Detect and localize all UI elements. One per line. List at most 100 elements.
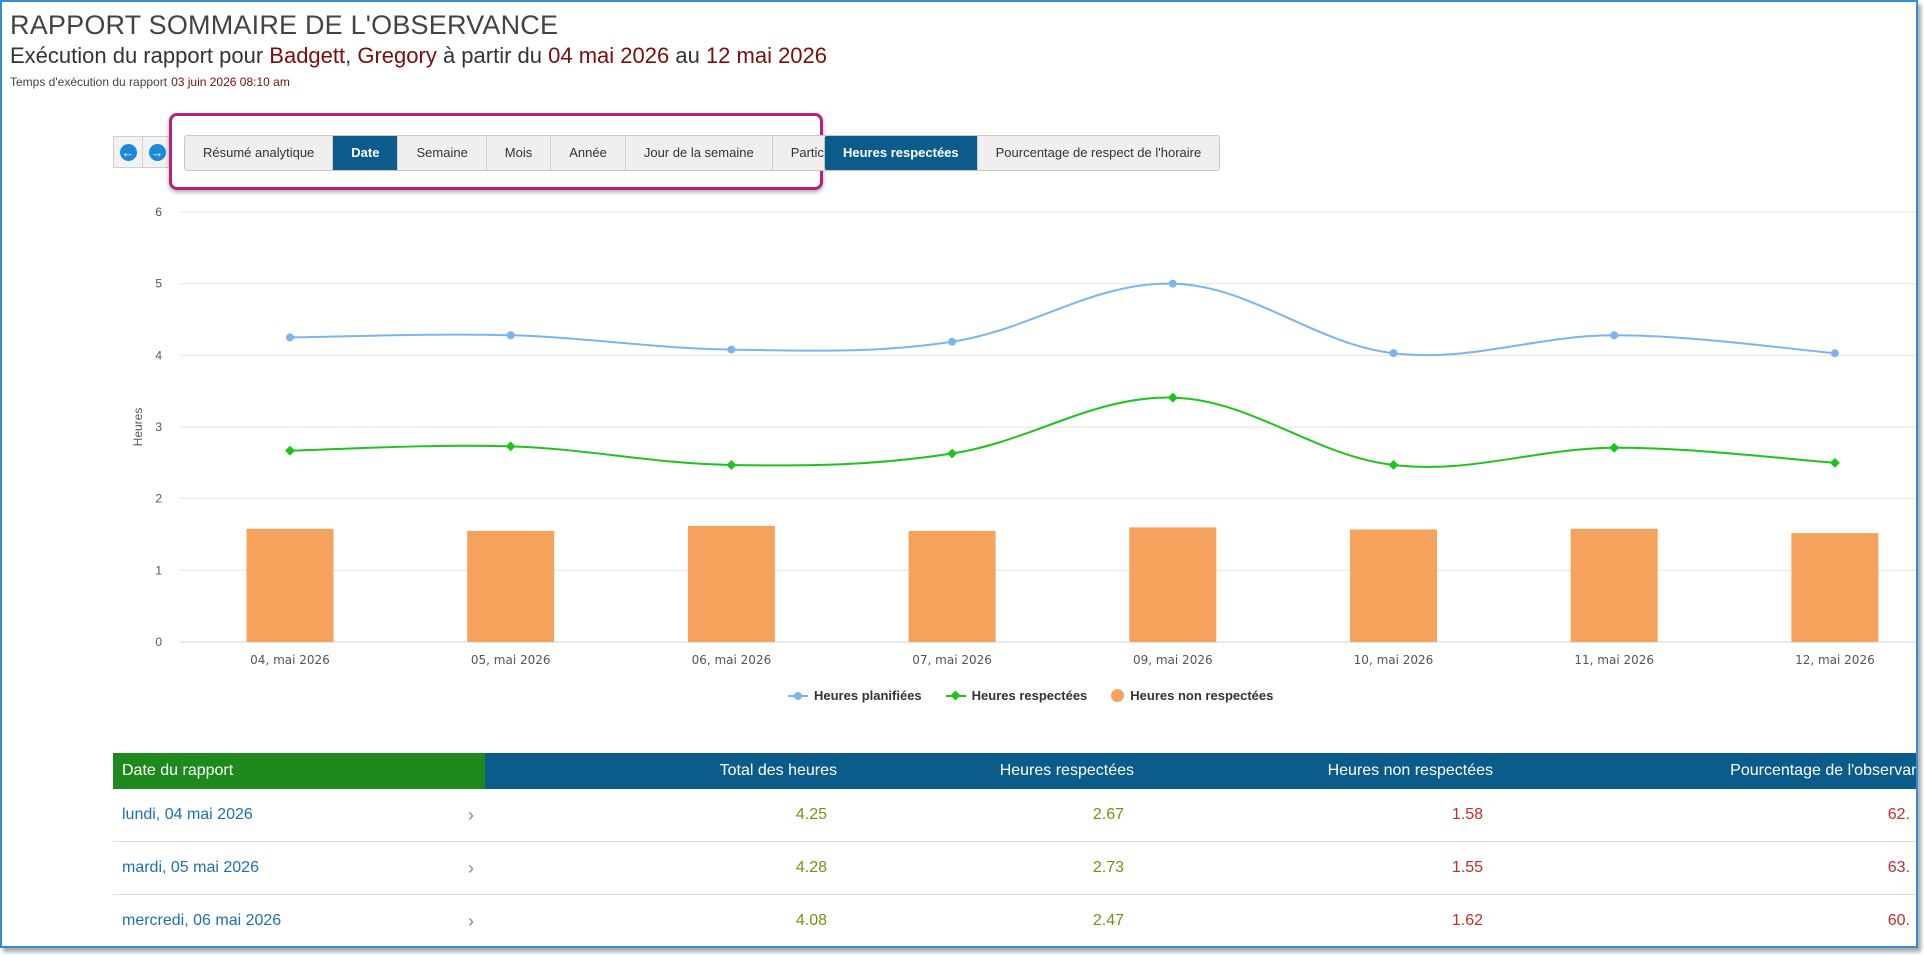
table-row[interactable]: mardi, 05 mai 2026 › 4.28 2.73 1.55 63. <box>113 842 1916 895</box>
bar-not-respected <box>467 530 555 642</box>
legend-marker-not-respected <box>1111 689 1125 702</box>
chart-legend: Heures planifiées Heures respectées Heur… <box>788 688 1273 703</box>
y-tick-label: 5 <box>155 277 162 291</box>
bar-not-respected <box>1129 527 1217 642</box>
arrow-left-icon: ← <box>119 143 137 161</box>
line-planned <box>289 282 1835 357</box>
next-button[interactable]: → <box>142 136 172 168</box>
point-planned <box>1389 349 1398 358</box>
legend-label-respected: Heures respectées <box>971 688 1088 703</box>
bar-not-respected <box>246 528 334 642</box>
point-planned <box>1168 279 1177 288</box>
bar-not-respected <box>1791 533 1879 642</box>
table-row[interactable]: mercredi, 06 mai 2026 › 4.08 2.47 1.62 6… <box>113 895 1916 946</box>
row-pct: 62. <box>1887 806 1910 823</box>
y-tick-label: 6 <box>155 205 162 219</box>
line-respected <box>289 396 1835 468</box>
point-respected <box>505 441 516 452</box>
header-not-respected-hours[interactable]: Heures non respectées <box>1327 762 1493 779</box>
row-pct: 63. <box>1887 859 1910 876</box>
y-tick-label: 1 <box>155 563 162 577</box>
start-date: 04 mai 2026 <box>548 43 670 68</box>
chevron-right-icon[interactable]: › <box>468 804 474 825</box>
tab-date[interactable]: Date <box>333 136 399 170</box>
x-tick-label: 11, mai 2026 <box>1574 653 1654 667</box>
x-tick-label: 12, mai 2026 <box>1795 653 1875 667</box>
report-table: Date du rapport Total des heures Heures … <box>113 753 1918 946</box>
legend-item-not-respected[interactable]: Heures non respectées <box>1111 688 1273 703</box>
table-row[interactable]: lundi, 04 mai 2026 › 4.25 2.67 1.58 62. <box>113 789 1916 842</box>
table-header: Date du rapport Total des heures Heures … <box>113 753 1918 789</box>
report-subtitle: Exécution du rapport pour Badgett, Grego… <box>10 43 827 69</box>
grouping-tabs: Résumé analytique Date Semaine Mois Anné… <box>184 135 872 171</box>
y-tick-label: 2 <box>155 492 162 506</box>
legend-marker-respected <box>945 690 966 700</box>
point-respected <box>1829 457 1840 468</box>
row-date-link[interactable]: lundi, 04 mai 2026 <box>122 806 253 823</box>
row-respected: 2.73 <box>1092 859 1124 876</box>
arrow-right-icon: → <box>148 143 166 161</box>
row-not-respected: 1.62 <box>1451 912 1483 929</box>
participant-last-name: Badgett <box>269 43 346 68</box>
row-respected: 2.67 <box>1092 806 1124 823</box>
bar-not-respected <box>1570 528 1658 642</box>
tab-semaine[interactable]: Semaine <box>398 136 487 170</box>
row-total: 4.08 <box>795 912 827 929</box>
point-planned <box>1830 349 1839 358</box>
tab-annee[interactable]: Année <box>551 136 626 170</box>
tab-pourcentage-respect[interactable]: Pourcentage de respect de l'horaire <box>977 136 1220 170</box>
prev-button[interactable]: ← <box>113 136 143 168</box>
participant-first-name: Gregory <box>357 43 437 68</box>
header-date[interactable]: Date du rapport <box>113 753 485 789</box>
from-text: à partir du <box>436 43 549 68</box>
point-respected <box>285 445 295 456</box>
subtitle-prefix: Exécution du rapport pour <box>10 43 270 68</box>
bar-not-respected <box>687 525 775 642</box>
point-planned <box>1610 331 1619 340</box>
x-tick-label: 10, mai 2026 <box>1354 653 1434 667</box>
row-not-respected: 1.55 <box>1451 859 1483 876</box>
end-date: 12 mai 2026 <box>705 43 828 68</box>
y-tick-label: 0 <box>155 635 162 649</box>
tab-jour-semaine[interactable]: Jour de la semaine <box>625 136 773 170</box>
legend-marker-planned <box>788 691 808 700</box>
row-pct: 60. <box>1887 912 1910 929</box>
row-date-link[interactable]: mardi, 05 mai 2026 <box>122 859 259 876</box>
tab-mois[interactable]: Mois <box>486 136 552 170</box>
x-tick-label: 09, mai 2026 <box>1133 653 1213 667</box>
point-planned <box>286 333 294 342</box>
point-respected <box>726 460 737 470</box>
legend-item-respected[interactable]: Heures respectées <box>945 688 1088 703</box>
point-respected <box>1388 460 1399 470</box>
x-tick-label: 04, mai 2026 <box>250 653 330 667</box>
tab-heures-respectees[interactable]: Heures respectées <box>825 136 978 170</box>
hours-chart: 0 1 2 3 4 5 6 Heures 04, mai 2026 05, mai 2026 06,… <box>131 205 1916 667</box>
y-axis-label: Heures <box>131 408 145 447</box>
point-planned <box>506 331 515 340</box>
to-text: au <box>669 43 706 68</box>
x-tick-label: 05, mai 2026 <box>471 653 551 667</box>
page-title: RAPPORT SOMMAIRE DE L'OBSERVANCE <box>10 10 559 40</box>
runtime-label: Temps d'exécution du rapport <box>10 75 168 89</box>
point-planned <box>948 337 957 346</box>
point-respected <box>1167 392 1178 403</box>
header-total-hours[interactable]: Total des heures <box>719 762 837 779</box>
row-total: 4.28 <box>795 859 827 876</box>
chevron-right-icon[interactable]: › <box>468 910 474 931</box>
x-tick-label: 07, mai 2026 <box>912 653 992 667</box>
chevron-right-icon[interactable]: › <box>468 857 474 878</box>
bar-not-respected <box>908 530 996 642</box>
point-planned <box>727 345 736 354</box>
name-separator: , <box>345 43 358 68</box>
bar-not-respected <box>1350 529 1437 642</box>
runtime-value: 03 juin 2026 08:10 am <box>171 75 290 89</box>
header-observance-pct[interactable]: Pourcentage de l'observan <box>1730 762 1918 779</box>
tab-resume-analytique[interactable]: Résumé analytique <box>185 136 334 170</box>
legend-label-not-respected: Heures non respectées <box>1130 688 1274 703</box>
x-tick-label: 06, mai 2026 <box>692 653 772 667</box>
header-respected-hours[interactable]: Heures respectées <box>999 762 1134 779</box>
report-runtime: Temps d'exécution du rapport 03 juin 2026… <box>10 75 290 89</box>
row-date-link[interactable]: mercredi, 06 mai 2026 <box>122 912 282 929</box>
legend-item-planned[interactable]: Heures planifiées <box>788 688 922 703</box>
